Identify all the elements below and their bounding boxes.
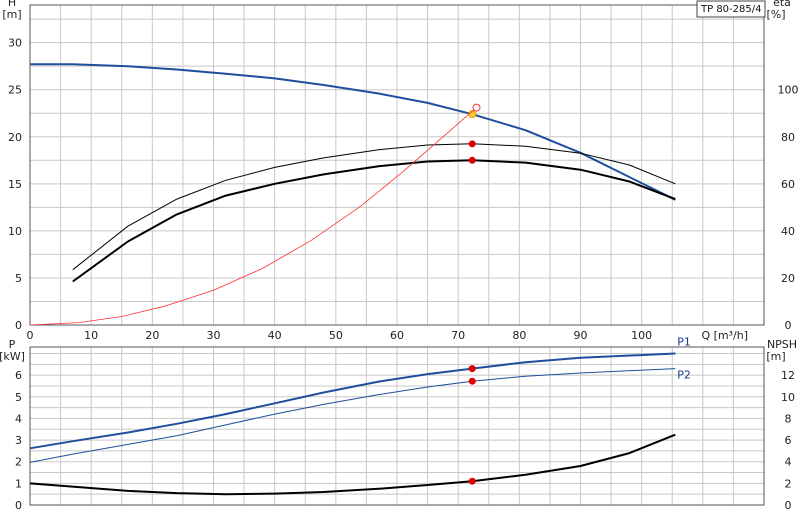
plot-frame — [29, 346, 765, 506]
right-axis-title: NPSH — [767, 338, 797, 351]
series-label-p2: P2 — [677, 369, 691, 382]
x-tick-label: 40 — [268, 329, 282, 342]
left-tick-label: 0 — [15, 319, 22, 332]
x-tick-label: 100 — [631, 329, 652, 342]
x-axis-title: Q [m³/h] — [701, 329, 748, 342]
duty-point-marker — [468, 140, 476, 148]
left-tick-label: 5 — [15, 391, 22, 404]
model-label: TP 80-285/4 — [700, 4, 761, 15]
left-tick-label: 25 — [8, 84, 22, 97]
right-tick-label: 40 — [781, 225, 795, 238]
left-axis-unit: [m] — [2, 8, 21, 21]
left-axis-title: H — [8, 0, 16, 9]
x-tick-label: 90 — [574, 329, 588, 342]
right-axis-unit: [m] — [766, 350, 785, 363]
right-axis-ticks: 0 2 4 6 8 10 12 — [781, 369, 795, 512]
left-tick-label: 10 — [8, 225, 22, 238]
x-tick-label: 0 — [27, 329, 34, 342]
right-tick-label: 12 — [781, 369, 795, 382]
right-tick-label: 100 — [778, 84, 799, 97]
left-tick-label: 6 — [15, 369, 22, 382]
right-tick-label: 10 — [781, 391, 795, 404]
right-axis-unit: [%] — [766, 8, 785, 21]
right-tick-label: 60 — [781, 178, 795, 191]
x-tick-label: 70 — [451, 329, 465, 342]
plot-frame — [29, 4, 765, 326]
duty-point-marker — [468, 477, 476, 485]
model-label-box: TP 80-285/4 — [696, 0, 766, 18]
x-tick-label: 10 — [84, 329, 98, 342]
series-line-0-0 — [30, 63, 676, 201]
duty-point-marker — [468, 365, 476, 373]
right-tick-label: 8 — [785, 412, 792, 425]
series-line-1-2 — [29, 433, 676, 496]
x-tick-label: 20 — [145, 329, 159, 342]
left-axis-ticks: 0 1 2 3 4 5 6 — [15, 369, 22, 512]
left-tick-label: 3 — [15, 434, 22, 447]
x-tick-label: 30 — [207, 329, 221, 342]
left-tick-label: 2 — [15, 456, 22, 469]
x-tick-label: 60 — [390, 329, 404, 342]
right-axis-ticks: 0 20 40 60 80 100 — [778, 84, 799, 332]
x-axis-ticks: 0 10 20 30 40 50 60 70 80 90 100 — [27, 329, 653, 342]
left-tick-label: 4 — [15, 412, 22, 425]
left-tick-label: 0 — [15, 499, 22, 512]
series-line-0-2 — [72, 159, 676, 283]
left-tick-label: 15 — [8, 178, 22, 191]
right-tick-label: 4 — [785, 456, 792, 469]
series-line-0-3 — [29, 107, 477, 326]
x-tick-label: 80 — [512, 329, 526, 342]
head-efficiency-panel: 0 5 10 15 20 25 30 0 20 40 60 80 100 H[m] eta[%] 0 10 20 3… — [2, 0, 798, 342]
left-tick-label: 5 — [15, 272, 22, 285]
series-line-1-0 — [29, 352, 676, 450]
right-tick-label: 0 — [785, 319, 792, 332]
left-axis-unit: [kW] — [0, 350, 25, 363]
left-tick-label: 30 — [8, 37, 22, 50]
right-tick-label: 2 — [785, 477, 792, 490]
right-axis-title: eta — [773, 0, 791, 9]
duty-point-marker — [468, 377, 476, 385]
series-line-0-1 — [72, 143, 676, 271]
right-tick-label: 80 — [781, 131, 795, 144]
left-tick-label: 20 — [8, 131, 22, 144]
series-label-p1: P1 — [677, 335, 691, 348]
left-tick-label: 1 — [15, 477, 22, 490]
right-tick-label: 6 — [785, 434, 792, 447]
duty-point-marker — [472, 103, 481, 112]
right-tick-label: 0 — [785, 499, 792, 512]
x-tick-label: 50 — [329, 329, 343, 342]
left-axis-title: P — [9, 338, 16, 351]
duty-point-marker — [468, 156, 476, 164]
series-line-1-1 — [29, 368, 676, 463]
left-axis-ticks: 0 5 10 15 20 25 30 — [8, 37, 22, 332]
grid-lines — [29, 347, 765, 506]
right-tick-label: 20 — [781, 272, 795, 285]
